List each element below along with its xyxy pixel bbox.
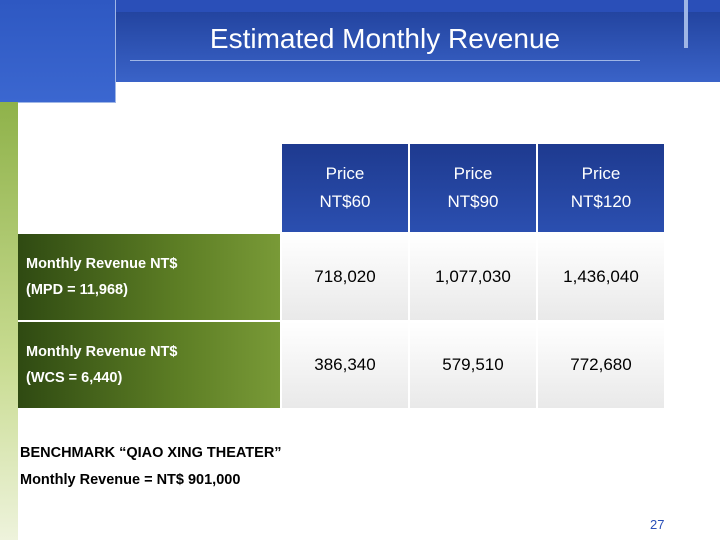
table-cell: 386,340 [280,320,408,408]
column-header-line2: NT$90 [447,192,499,211]
row-label: Monthly Revenue NT$ (WCS = 6,440) [18,320,280,408]
header-blank-cell [18,144,280,232]
row-label-line1: Monthly Revenue NT$ [26,344,178,360]
table-header-row: Price NT$60 Price NT$90 Price NT$120 [18,144,664,232]
row-label: Monthly Revenue NT$ (MPD = 11,968) [18,232,280,320]
table-cell: 718,020 [280,232,408,320]
revenue-table: Price NT$60 Price NT$90 Price NT$120 Mon… [18,144,664,408]
column-header-line2: NT$60 [319,192,371,211]
page-number: 27 [650,517,665,532]
header-strip [0,0,720,12]
column-header: Price NT$90 [408,144,536,232]
table-row: Monthly Revenue NT$ (WCS = 6,440) 386,34… [18,320,664,408]
left-accent-bar [0,102,18,540]
column-header-line1: Price [453,164,493,183]
row-label-line2: (WCS = 6,440) [26,370,123,386]
table-cell: 579,510 [408,320,536,408]
row-label-line1: Monthly Revenue NT$ [26,256,178,272]
benchmark-note: BENCHMARK “QIAO XING THEATER” Monthly Re… [20,440,282,494]
table-row: Monthly Revenue NT$ (MPD = 11,968) 718,0… [18,232,664,320]
benchmark-revenue: Monthly Revenue = NT$ 901,000 [20,472,241,488]
header-band [0,0,720,82]
column-header-line1: Price [581,164,621,183]
column-header: Price NT$120 [536,144,664,232]
table-cell: 1,436,040 [536,232,664,320]
table-cell: 1,077,030 [408,232,536,320]
column-header-line1: Price [325,164,365,183]
corner-decoration [0,0,116,103]
slide-title: Estimated Monthly Revenue [130,18,640,61]
table-cell: 772,680 [536,320,664,408]
column-header: Price NT$60 [280,144,408,232]
benchmark-title: BENCHMARK “QIAO XING THEATER” [20,445,282,461]
row-label-line2: (MPD = 11,968) [26,282,128,298]
title-rule [684,0,688,48]
column-header-line2: NT$120 [570,192,632,211]
